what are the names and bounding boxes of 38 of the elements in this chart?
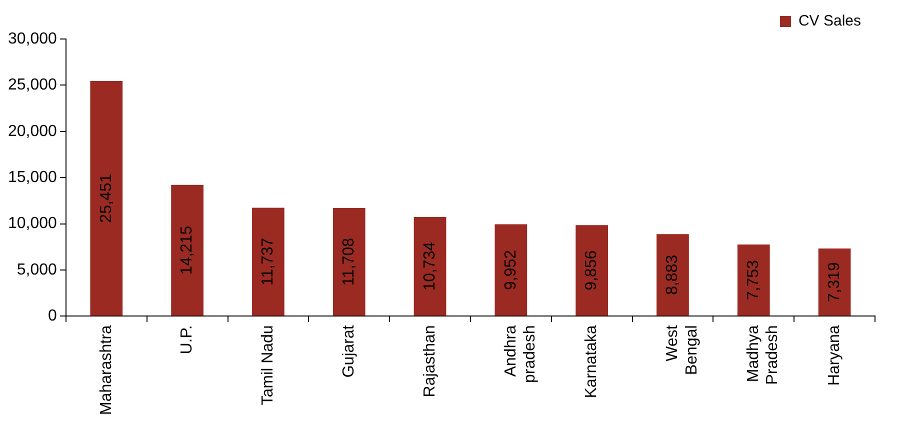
bar [171, 184, 204, 316]
x-tick-label: Haryana [826, 325, 843, 386]
data-label: 7,319 [826, 262, 843, 302]
bar [656, 234, 689, 316]
y-tick-label: 20,000 [8, 122, 58, 140]
x-tick-label: Madhya Pradesh [745, 325, 782, 385]
data-label: 7,753 [745, 260, 762, 300]
x-tick-label: U.P. [178, 325, 196, 354]
x-tick-label: West Bengal [664, 324, 700, 376]
bar [332, 208, 366, 316]
bar [494, 224, 528, 316]
bar [818, 248, 851, 316]
legend-label: CV Sales [798, 12, 862, 30]
x-tick-label: Tamil Nadu [260, 325, 277, 406]
y-tick-label: 0 [48, 308, 58, 325]
bar [414, 217, 446, 316]
bar [252, 208, 284, 316]
data-label: 11,737 [260, 238, 277, 286]
data-label: 25,451 [98, 174, 115, 223]
y-tick-label: 30,000 [8, 30, 58, 48]
x-tick-label: Maharashtra [98, 325, 115, 416]
data-label: 9,952 [502, 250, 520, 290]
y-tick-label: 10,000 [8, 215, 58, 232]
x-tick-label: Karnataka [583, 325, 600, 398]
x-tick-label: Andhra pradesh [502, 325, 539, 384]
x-tick-label: Rajasthan [421, 325, 438, 398]
data-label: 10,734 [421, 242, 438, 291]
data-label: 11,708 [340, 238, 358, 286]
y-tick-label: 15,000 [8, 168, 58, 186]
data-label: 8,883 [664, 254, 682, 295]
bar [737, 244, 770, 316]
data-label: 14,215 [178, 226, 196, 275]
y-tick-label: 25,000 [8, 76, 58, 94]
bar [576, 225, 608, 316]
bar [90, 81, 123, 316]
x-tick-label: Gujarat [340, 324, 358, 378]
y-tick-label: 5,000 [16, 261, 58, 278]
data-label: 9,856 [583, 250, 600, 290]
